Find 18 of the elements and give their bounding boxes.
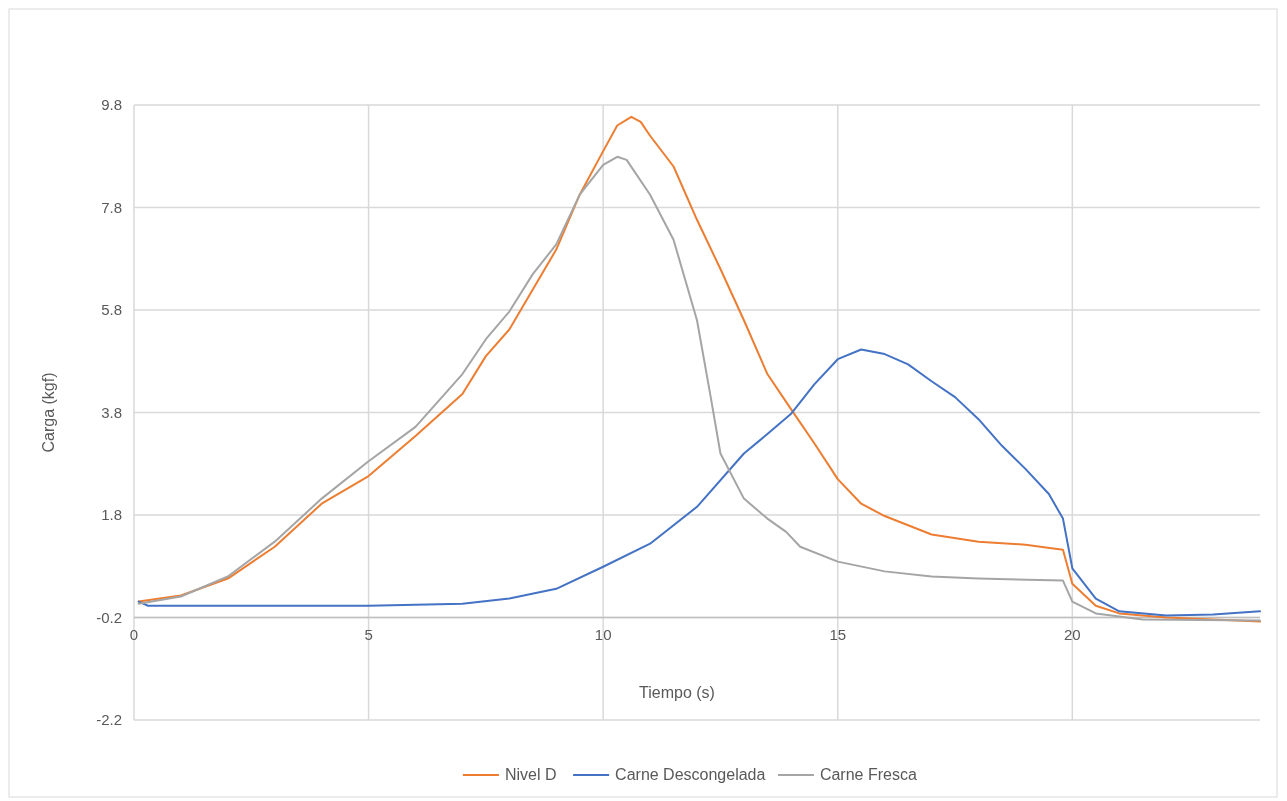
x-tick-label: 5 [364, 625, 373, 643]
legend-label: Nivel D [504, 766, 557, 783]
y-tick-label: 5.8 [101, 301, 122, 319]
x-tick-label: 0 [129, 625, 139, 643]
y-tick-label: 9.8 [101, 96, 122, 114]
x-axis-title: Tiempo (s) [639, 683, 715, 701]
legend-label: Carne Descongelada [615, 766, 766, 783]
y-tick-label: -0.2 [96, 608, 122, 626]
y-tick-label: 3.8 [101, 403, 122, 421]
y-tick-label: 1.8 [101, 506, 122, 524]
y-axis-title: Carga (kgf) [40, 372, 57, 453]
y-tick-label: -2.2 [96, 711, 122, 729]
y-tick-label: 7.8 [101, 198, 122, 216]
line-series [137, 348, 1261, 617]
legend-label: Carne Fresca [819, 766, 917, 783]
x-tick-label: 10 [594, 625, 612, 643]
x-tick-label: 15 [829, 625, 847, 643]
x-tick-label: 20 [1063, 625, 1081, 643]
